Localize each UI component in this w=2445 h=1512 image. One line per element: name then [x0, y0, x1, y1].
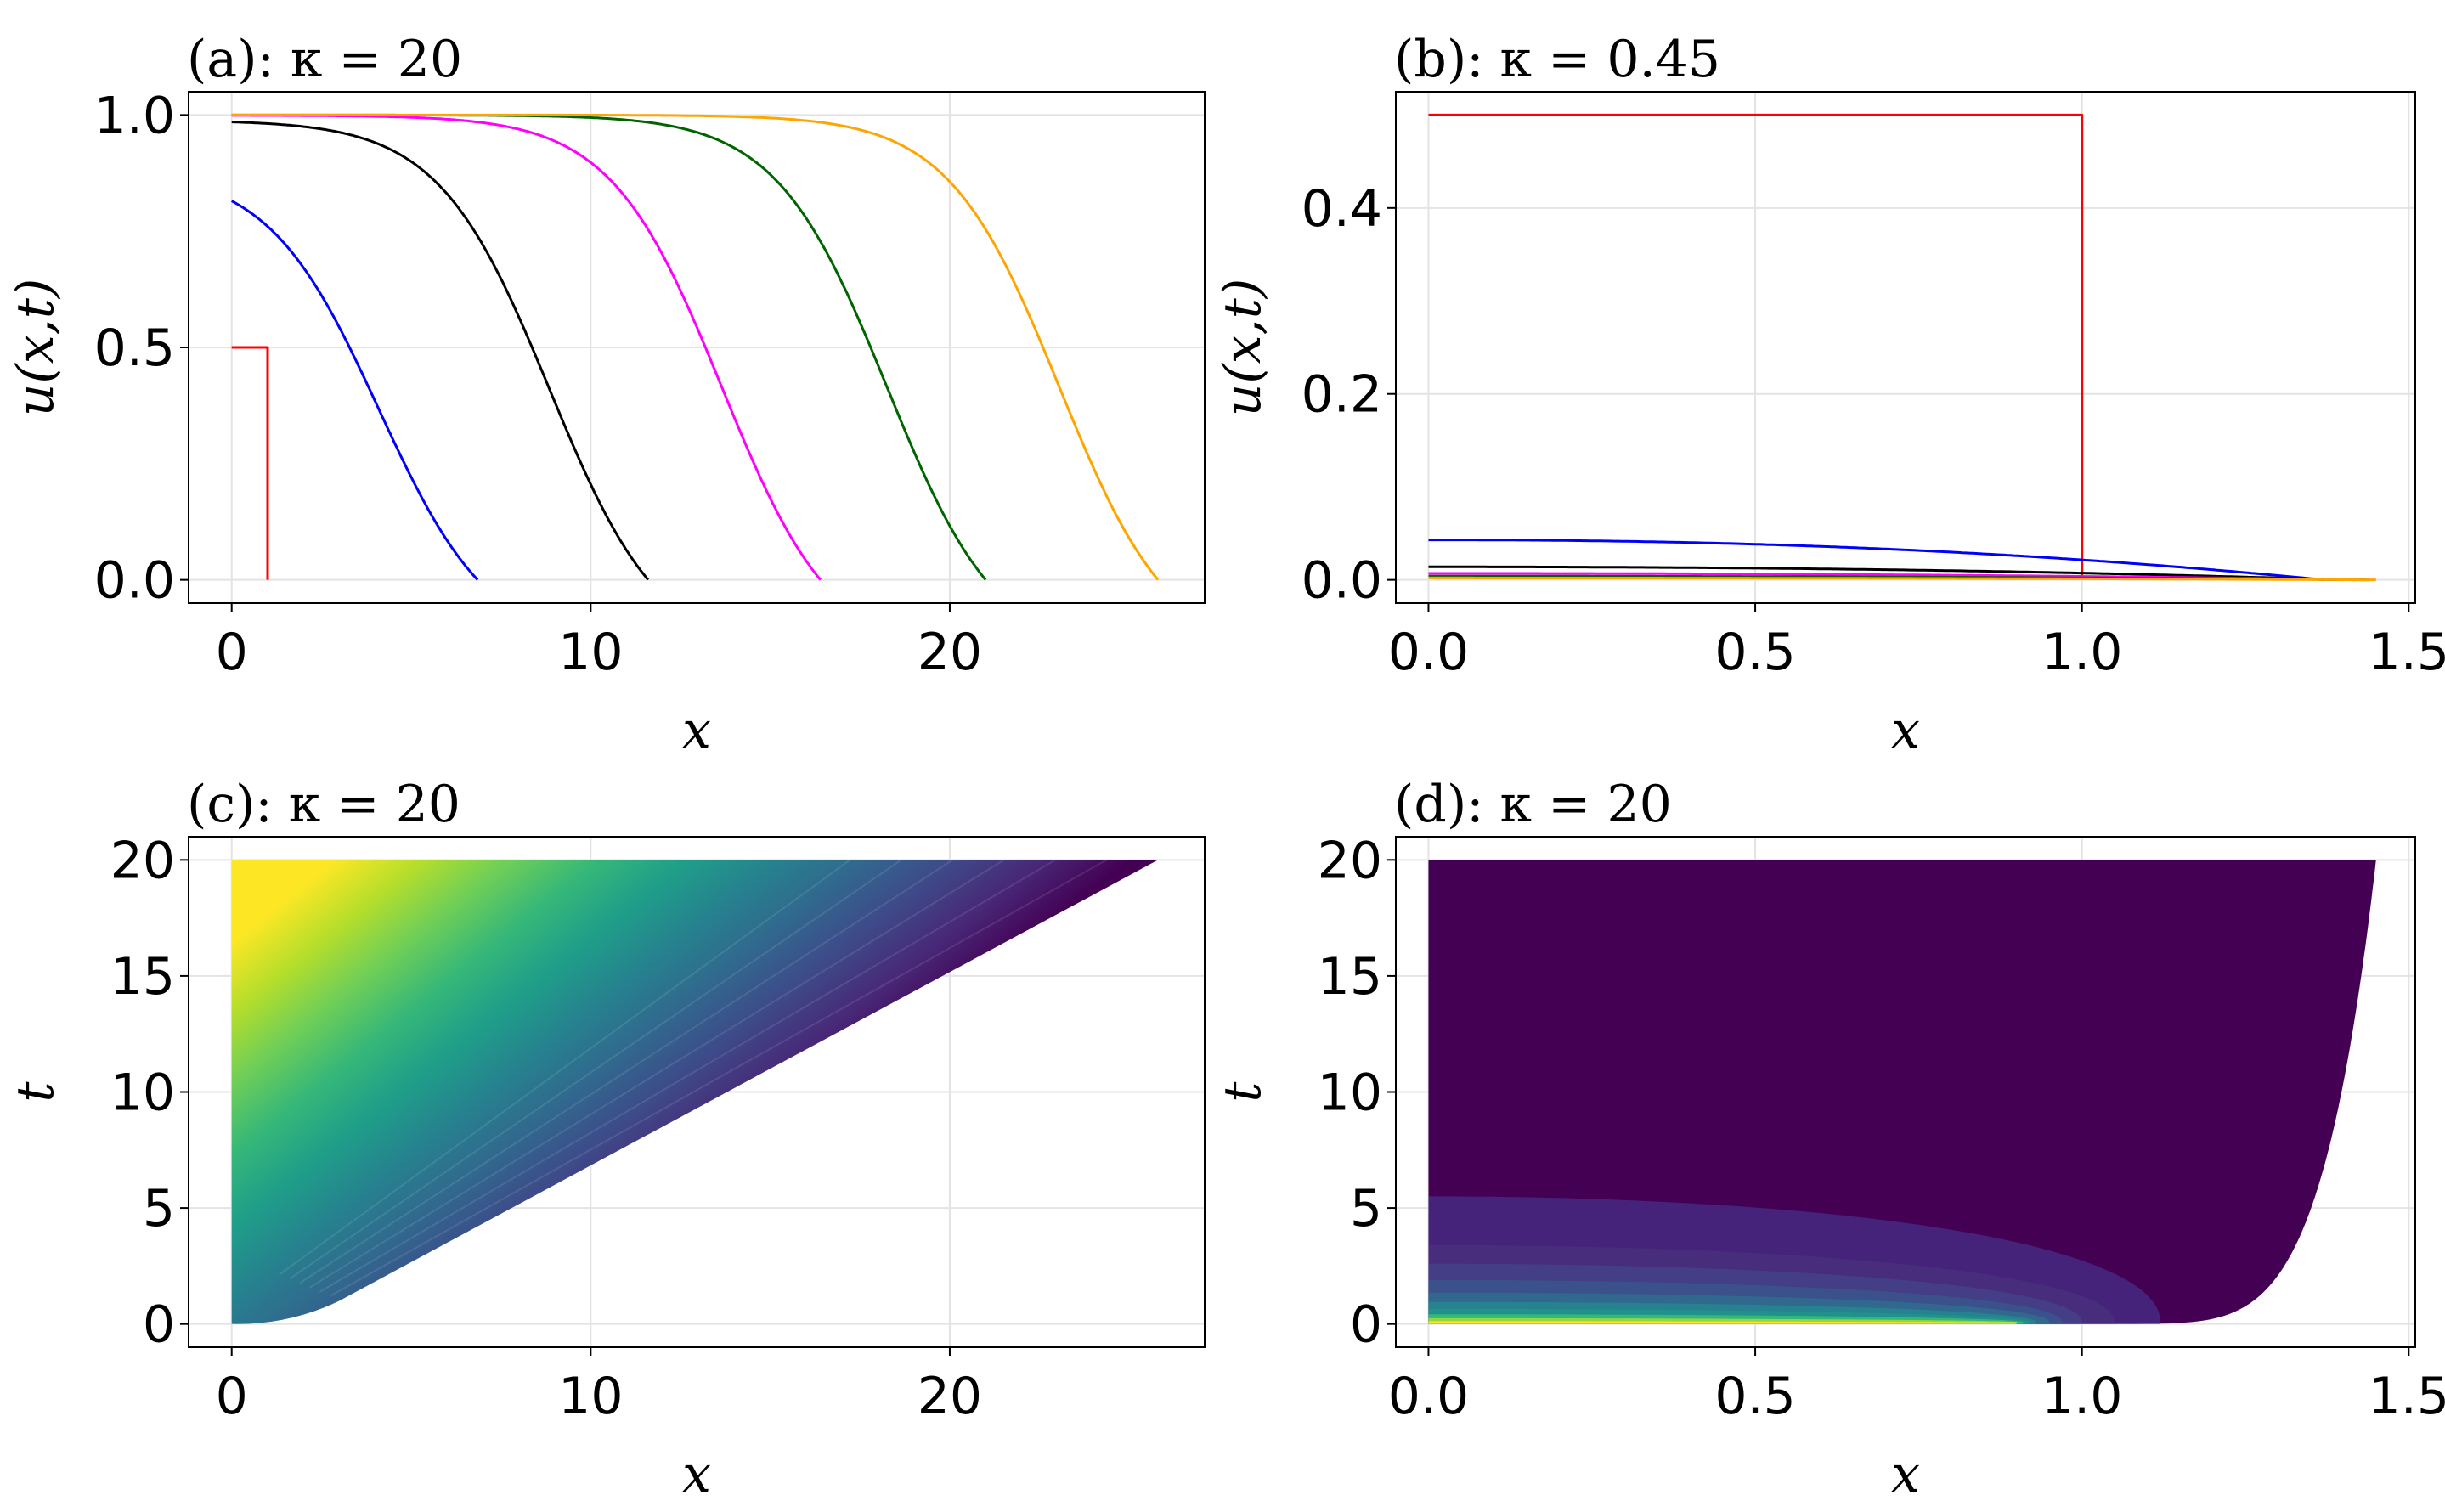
x-tick-label: 10 [558, 1367, 623, 1426]
y-tick-label: 10 [110, 1063, 175, 1123]
series-line [1428, 576, 2376, 582]
contour-line [319, 859, 1056, 1293]
y-tick-label: 0.4 [1302, 179, 1382, 239]
panel-b: 0.0 0.5 1.0 1.5 0.0 0.2 0.4 (b): κ = 0.45 x u(x,t… [1213, 30, 2445, 760]
x-axis-label: x [1891, 1445, 1920, 1504]
y-tick-label: 0.5 [94, 319, 175, 378]
x-tick-label: 20 [918, 623, 982, 682]
y-axis-label: t [1213, 1081, 1273, 1103]
axes-frame [1395, 91, 2416, 604]
x-tick-label: 0 [216, 1367, 248, 1426]
x-tick-label: 0.5 [1714, 1367, 1795, 1426]
y-axis-label: u(x,t) [6, 279, 65, 416]
series-line [230, 200, 479, 581]
x-tick-label: 0.0 [1388, 1367, 1469, 1426]
series-line [231, 113, 1160, 581]
contour-line [329, 859, 1108, 1297]
x-tick-label: 20 [918, 1367, 982, 1426]
x-tick-label: 0 [216, 623, 248, 682]
y-tick-label: 0.0 [94, 551, 175, 611]
y-tick-label: 15 [1318, 947, 1382, 1007]
contour-line [280, 859, 851, 1275]
panel-title: (c): κ = 20 [187, 775, 460, 834]
y-tick-label: 5 [143, 1179, 175, 1238]
y-tick-label: 0 [143, 1295, 175, 1355]
y-tick-label: 20 [110, 831, 175, 890]
x-tick-label: 10 [558, 623, 623, 682]
y-tick-label: 10 [1318, 1063, 1382, 1123]
y-tick-label: 20 [1318, 831, 1382, 890]
y-tick-label: 15 [110, 947, 175, 1007]
y-tick-label: 0.0 [1302, 551, 1382, 611]
panel-d: 0.0 0.5 1.0 1.5 0 5 10 15 20(d): κ = 20 x t [1213, 775, 2445, 1504]
series-line [231, 346, 269, 580]
contour-fill [231, 860, 1159, 1324]
x-tick-label: 1.0 [2041, 1367, 2122, 1426]
series-line [231, 121, 650, 581]
y-axis-label: t [6, 1081, 65, 1103]
x-axis-label: x [682, 1445, 711, 1504]
contour-line [299, 859, 953, 1284]
panel-a: 0 10 20 0.0 0.5 1.0(a): κ = 20 x u(x,t) [6, 30, 1206, 760]
contour-line [289, 859, 902, 1279]
series-line [1428, 113, 2084, 580]
y-tick-label: 1.0 [94, 86, 175, 145]
x-tick-label: 1.0 [2041, 623, 2122, 682]
x-axis-label: x [1891, 701, 1920, 760]
panel-title: (a): κ = 20 [187, 30, 462, 89]
panel-title: (d): κ = 20 [1394, 775, 1672, 834]
panel-title: (b): κ = 0.45 [1394, 30, 1720, 89]
contour-line [309, 859, 1005, 1289]
contour-band [1428, 1321, 2017, 1324]
series-line [1428, 565, 2344, 582]
x-tick-label: 1.5 [2369, 623, 2445, 682]
y-tick-label: 5 [1350, 1179, 1382, 1238]
x-tick-label: 0.0 [1388, 623, 1469, 682]
x-axis-label: x [682, 701, 711, 760]
series-line [1428, 539, 2324, 582]
y-axis-label: u(x,t) [1213, 279, 1273, 416]
y-tick-label: 0.2 [1302, 365, 1382, 425]
x-tick-label: 1.5 [2369, 1367, 2445, 1426]
x-tick-label: 0.5 [1714, 623, 1795, 682]
y-tick-label: 0 [1350, 1295, 1382, 1355]
